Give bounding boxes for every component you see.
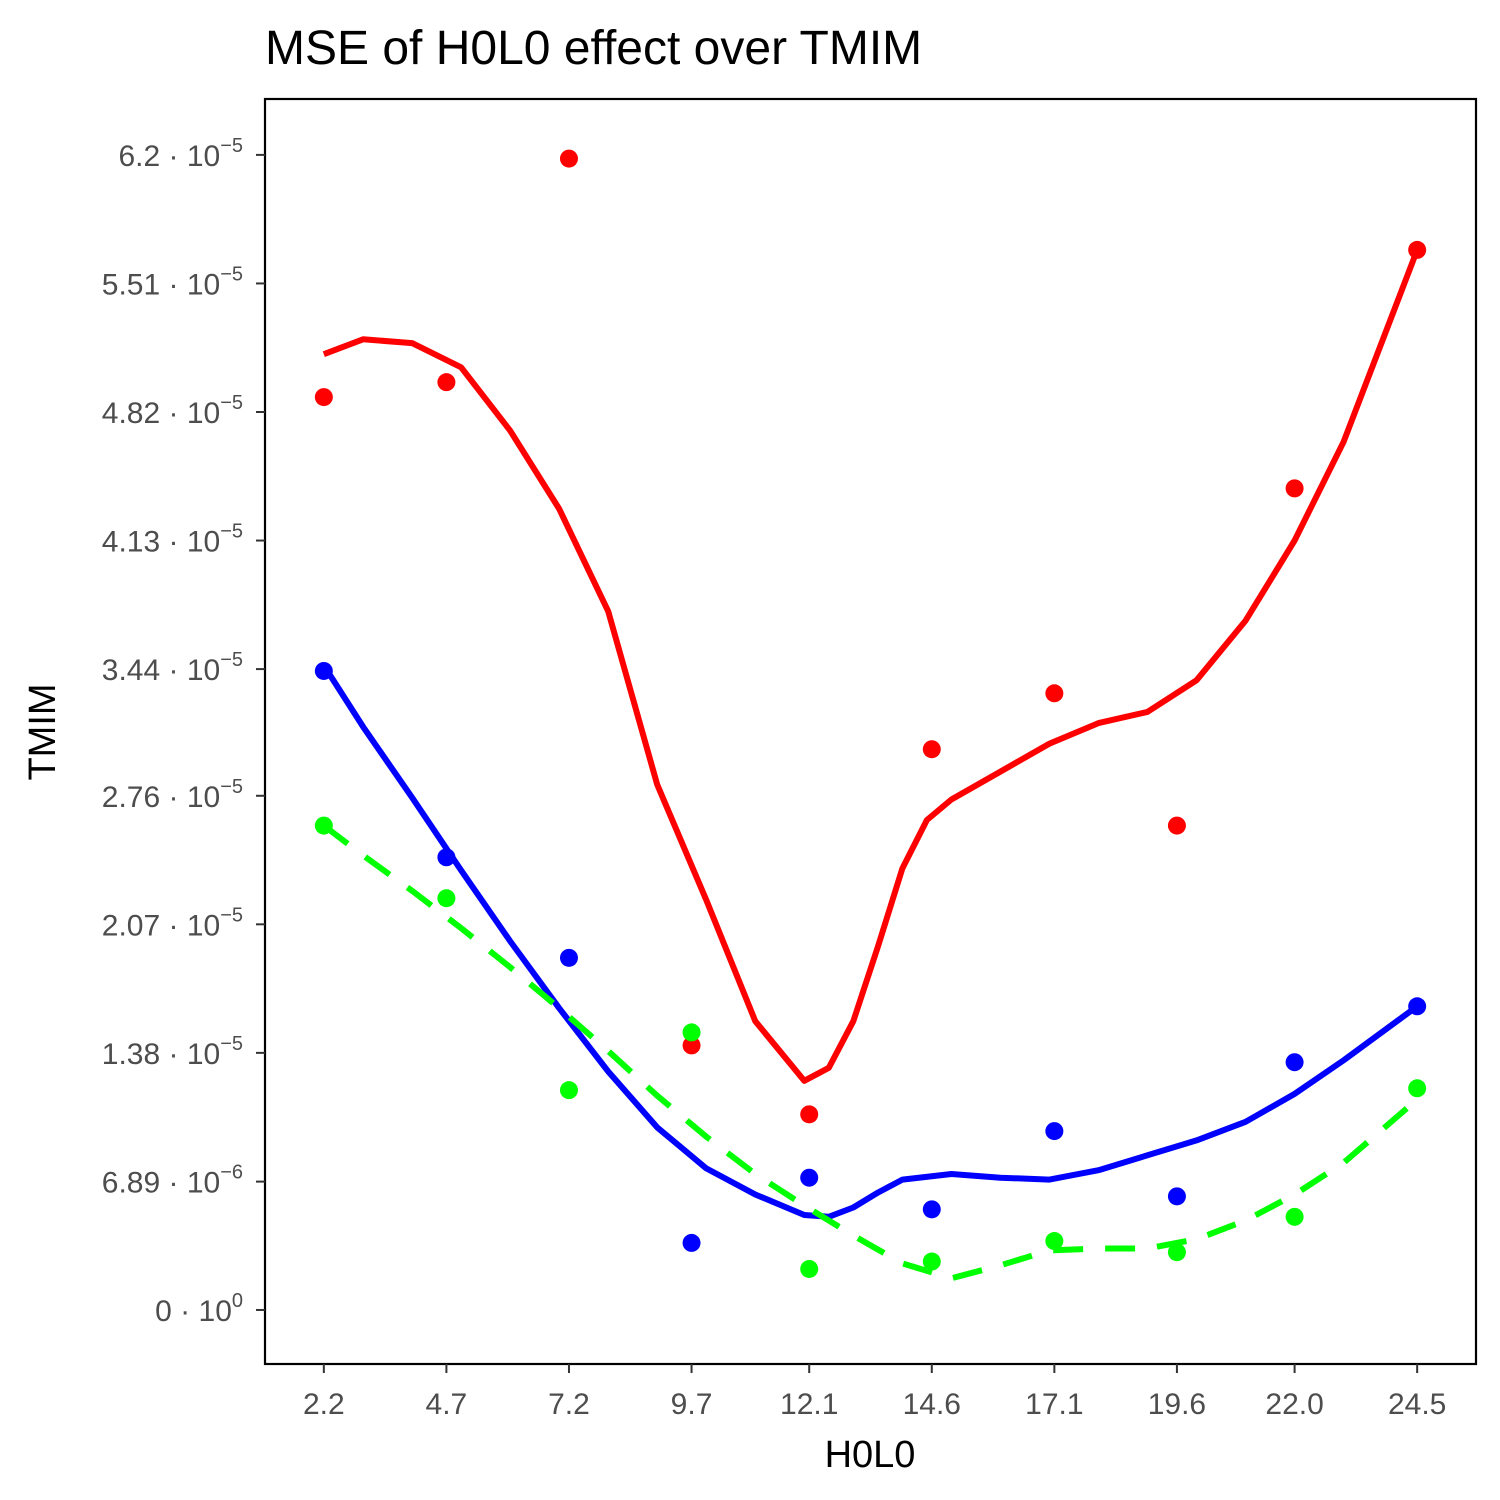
y-tick-exponent: −5	[220, 1033, 243, 1055]
series-1-point	[1045, 684, 1064, 703]
y-tick-exponent: −5	[220, 904, 243, 926]
y-tick-exponent: 0	[232, 1290, 243, 1312]
x-tick-label: 17.1	[1025, 1388, 1083, 1421]
series-3-point	[1045, 1232, 1064, 1251]
series-2-point	[437, 848, 456, 867]
y-tick-exponent: −5	[220, 392, 243, 414]
y-tick-mantissa: 2.76	[102, 781, 160, 814]
y-tick-mantissa: 1.38	[102, 1038, 160, 1071]
data-points	[314, 149, 1427, 1278]
y-tick-mantissa: 4.82	[102, 397, 160, 430]
series-2-point	[682, 1233, 701, 1252]
series-3-point	[800, 1259, 819, 1278]
y-tick-exponent: −5	[220, 521, 243, 543]
series-1-point	[1408, 240, 1427, 259]
x-tick-label: 19.6	[1148, 1388, 1206, 1421]
x-tick-label: 9.7	[671, 1388, 713, 1421]
series-1-point	[314, 388, 333, 407]
series-1-point	[559, 149, 578, 168]
y-tick-label: 6.2 · 10−5	[118, 135, 243, 173]
y-tick-label: 0 · 100	[155, 1290, 243, 1328]
series-2-point	[1408, 997, 1427, 1016]
y-tick-exponent: −5	[220, 649, 243, 671]
y-tick-exponent: −5	[220, 135, 243, 157]
y-tick-mantissa: 6.2	[118, 140, 160, 173]
y-tick-label: 5.51 · 10−5	[102, 263, 243, 301]
x-tick-label: 2.2	[303, 1388, 345, 1421]
y-tick-label: 1.38 · 10−5	[102, 1033, 243, 1071]
series-1-point	[1285, 479, 1304, 498]
series-1-point	[682, 1036, 701, 1055]
series-3-point	[1408, 1079, 1427, 1098]
series-2-point	[1045, 1122, 1064, 1141]
series-2-point	[800, 1168, 819, 1187]
y-tick-mantissa: 3.44	[102, 654, 160, 687]
y-tick-exponent: −5	[220, 776, 243, 798]
series-2-point	[1167, 1187, 1186, 1206]
series-2-point	[314, 661, 333, 680]
series-1-point	[922, 740, 941, 759]
plot-panel-border	[263, 97, 1478, 1366]
x-tick-label: 22.0	[1265, 1388, 1323, 1421]
y-tick-mantissa: 5.51	[102, 268, 160, 301]
y-tick-mantissa: 4.13	[102, 526, 160, 559]
y-tick-label: 2.76 · 10−5	[102, 776, 243, 814]
series-3-point	[922, 1252, 941, 1271]
x-tick-label: 24.5	[1388, 1388, 1446, 1421]
series-3-curve	[321, 823, 1420, 1282]
smooth-curves	[321, 248, 1421, 1282]
y-tick-label: 2.07 · 10−5	[102, 904, 243, 942]
y-tick-mantissa: 2.07	[102, 909, 160, 942]
x-tick-label: 12.1	[780, 1388, 838, 1421]
y-tick-label: 6.89 · 10−6	[102, 1162, 243, 1200]
x-tick-label: 7.2	[548, 1388, 590, 1421]
y-axis-title: TMIM	[22, 683, 64, 780]
y-tick-exponent: −6	[220, 1162, 243, 1184]
x-tick-label: 4.7	[426, 1388, 468, 1421]
x-axis-title: H0L0	[825, 1434, 916, 1476]
series-2-point	[559, 948, 578, 967]
series-2-curve	[321, 663, 1419, 1220]
series-3-point	[437, 889, 456, 908]
y-tick-mantissa: 6.89	[102, 1167, 160, 1200]
series-1-point	[800, 1105, 819, 1124]
series-1-curve	[322, 248, 1421, 1084]
series-3-point	[314, 816, 333, 835]
series-2-point	[922, 1200, 941, 1219]
y-tick-label: 3.44 · 10−5	[102, 649, 243, 687]
series-2-point	[1285, 1053, 1304, 1072]
series-1-point	[1167, 816, 1186, 835]
chart-title: MSE of H0L0 effect over TMIM	[265, 22, 922, 75]
series-3-point	[1285, 1207, 1304, 1226]
y-tick-label: 4.13 · 10−5	[102, 521, 243, 559]
y-tick-exponent: −5	[220, 263, 243, 285]
x-axis: 2.2 4.7 7.2 9.7 12.1 14.6 17.1 19.6 22.0 24.5	[303, 1364, 1446, 1421]
series-3-point	[559, 1081, 578, 1100]
series-3-point	[682, 1023, 701, 1042]
y-tick-mantissa: 0	[155, 1295, 172, 1328]
series-1-point	[437, 373, 456, 392]
series-3-point	[1167, 1243, 1186, 1262]
x-tick-label: 14.6	[903, 1388, 961, 1421]
y-tick-label: 4.82 · 10−5	[102, 392, 243, 430]
